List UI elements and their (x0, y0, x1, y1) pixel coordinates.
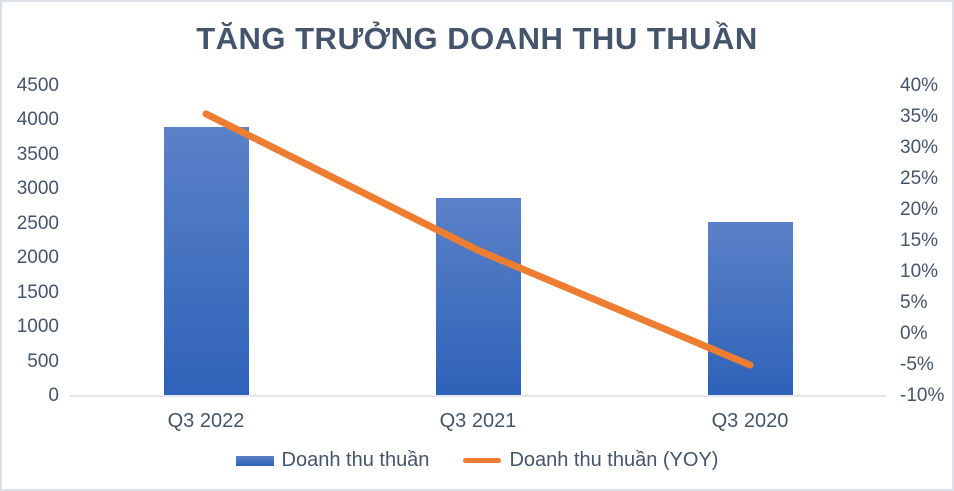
right-axis-tick: -5% (900, 354, 934, 375)
x-label-q3-2021: Q3 2021 (439, 410, 517, 432)
left-axis-tick: 1000 (16, 316, 59, 338)
right-axis-tick: 0% (900, 323, 928, 344)
left-axis-tick: 4500 (16, 75, 59, 96)
left-axis-tick: 2000 (16, 247, 59, 269)
legend-item-doanh-thu-thuan-yoy: Doanh thu thuần (YOY) (463, 449, 718, 472)
left-axis-tick: 0 (48, 385, 59, 406)
line-series (202, 110, 754, 369)
yoy-line (202, 110, 754, 369)
right-axis-tick: 10% (900, 261, 939, 282)
legend-label-line: Doanh thu thuần (YOY) (509, 449, 719, 471)
right-axis-tick: 40% (900, 75, 939, 96)
left-axis-tick: 4000 (16, 109, 59, 131)
left-axis-tick: 2500 (16, 212, 59, 234)
x-axis-line (70, 395, 886, 397)
x-label-q3-2020: Q3 2020 (711, 410, 789, 432)
legend-item-doanh-thu-thuan: Doanh thu thuần (235, 449, 430, 472)
right-axis-tick: 35% (900, 106, 939, 127)
line-series-swatch-icon (463, 458, 502, 463)
left-axis-tick: 3000 (16, 178, 59, 200)
right-axis-tick: 15% (900, 230, 939, 251)
right-axis-tick: 5% (900, 292, 928, 313)
right-axis-tick: 30% (900, 137, 939, 158)
chart-title: TĂNG TRƯỞNG DOANH THU THUẦN (196, 21, 758, 56)
legend: Doanh thu thuần Doanh thu thuần (YOY) (2, 449, 952, 472)
bar-q3-2022 (163, 127, 249, 396)
bar-series-swatch-icon (235, 455, 274, 466)
left-axis-tick: 500 (27, 350, 59, 372)
left-axis-tick: 1500 (16, 281, 59, 303)
bar-q3-2021 (435, 197, 521, 396)
right-axis-tick: 25% (900, 168, 939, 189)
legend-label-bar: Doanh thu thuần (281, 449, 430, 471)
right-axis-tick: -10% (900, 385, 945, 406)
left-axis-tick: 3500 (16, 143, 59, 165)
plot-area (70, 86, 886, 396)
right-axis-tick: 20% (900, 199, 939, 220)
x-label-q3-2022: Q3 2022 (167, 410, 245, 432)
